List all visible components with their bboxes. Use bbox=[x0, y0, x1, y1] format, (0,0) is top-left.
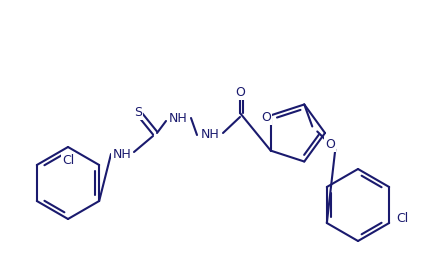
Text: NH: NH bbox=[113, 147, 132, 161]
Text: O: O bbox=[261, 111, 271, 124]
Text: S: S bbox=[134, 105, 142, 119]
Text: O: O bbox=[235, 86, 245, 98]
Text: Cl: Cl bbox=[62, 154, 74, 167]
Text: NH: NH bbox=[201, 129, 219, 141]
Text: Cl: Cl bbox=[396, 213, 408, 225]
Text: NH: NH bbox=[169, 111, 187, 125]
Text: O: O bbox=[326, 138, 335, 151]
